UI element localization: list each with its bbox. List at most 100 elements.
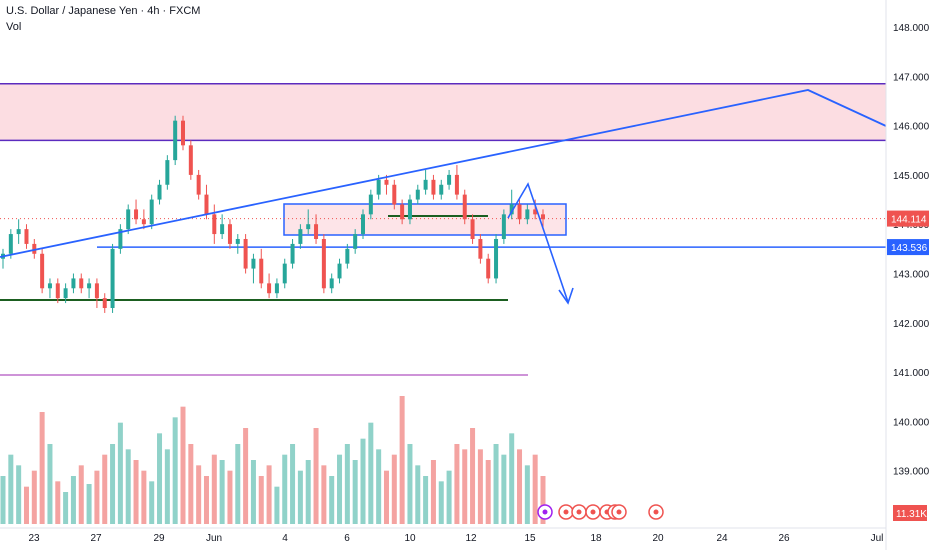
candle-body xyxy=(345,248,350,264)
volume-bar xyxy=(415,465,421,524)
volume-bar xyxy=(180,406,186,524)
candle-body xyxy=(235,238,240,244)
volume-bar xyxy=(376,449,382,524)
volume-bar xyxy=(493,444,499,524)
x-tick-label: 6 xyxy=(344,533,350,544)
y-tick-label: 141.000 xyxy=(893,368,930,379)
candle-body xyxy=(149,199,154,225)
candle-body xyxy=(337,263,342,279)
volume-bar xyxy=(23,486,29,524)
candle-body xyxy=(8,234,13,254)
volume-bar xyxy=(274,486,280,524)
candle-body xyxy=(494,238,499,279)
candle-body xyxy=(290,243,295,264)
volume-bar xyxy=(305,460,311,524)
candle-body xyxy=(431,179,436,195)
volume-bar xyxy=(110,444,116,524)
y-tick-label: 140.000 xyxy=(893,417,930,428)
candle-body xyxy=(63,288,68,299)
candle-body xyxy=(400,204,405,220)
resistance-zone xyxy=(0,83,886,141)
candle-body xyxy=(196,174,201,195)
x-tick-label: 10 xyxy=(404,533,416,544)
x-tick-label: Jul xyxy=(871,533,884,544)
candle-body xyxy=(94,283,99,299)
event-icon-dot xyxy=(616,509,622,515)
candle-body xyxy=(259,258,264,284)
candle-body xyxy=(141,219,146,225)
volume-bar xyxy=(532,454,538,524)
candle-body xyxy=(439,184,444,195)
x-tick-label: 20 xyxy=(652,533,664,544)
candle-body xyxy=(32,243,37,254)
x-tick-label: 26 xyxy=(778,533,790,544)
x-tick-label: 18 xyxy=(590,533,602,544)
x-tick-label: 15 xyxy=(524,533,536,544)
volume-bar xyxy=(157,433,163,524)
volume-bar xyxy=(297,470,303,524)
candle-body xyxy=(470,219,475,239)
candle-body xyxy=(251,258,256,269)
volume-bar xyxy=(133,460,139,524)
volume-bar xyxy=(8,454,14,524)
candle-body xyxy=(188,145,193,175)
candle-body xyxy=(384,179,389,185)
x-tick-label: 27 xyxy=(90,533,102,544)
candle-body xyxy=(415,189,420,200)
level-price-badge xyxy=(887,239,929,256)
candle-body xyxy=(40,253,45,289)
candle-body xyxy=(157,184,162,200)
candle-body xyxy=(79,278,84,289)
candle-body xyxy=(243,238,248,269)
volume-bar xyxy=(55,481,61,524)
candle-body xyxy=(110,248,115,309)
level-price-value: 143.536 xyxy=(891,243,928,254)
candle-body xyxy=(173,120,178,161)
candle-body xyxy=(181,120,185,146)
volume-bar xyxy=(470,428,476,524)
candle-body xyxy=(306,224,311,230)
candle-body xyxy=(47,283,52,289)
candle-body xyxy=(407,199,412,220)
x-tick-label: 24 xyxy=(716,533,728,544)
candle-body xyxy=(220,224,225,235)
last-price-value: 144.114 xyxy=(891,215,927,226)
candle-body xyxy=(423,179,428,190)
x-tick-label: Jun xyxy=(206,533,222,544)
volume-bar xyxy=(337,454,343,524)
volume-bar xyxy=(63,492,69,524)
candle-body xyxy=(525,209,530,220)
volume-bar xyxy=(407,444,413,524)
volume-bar xyxy=(454,444,460,524)
volume-bar xyxy=(313,428,319,524)
candle-body xyxy=(314,224,319,239)
volume-bar xyxy=(0,476,6,524)
candle-body xyxy=(353,234,358,249)
volume-bar xyxy=(329,476,335,524)
candle-body xyxy=(376,179,381,195)
consolidation-box xyxy=(283,203,567,236)
candle-body xyxy=(87,283,92,289)
y-tick-label: 139.000 xyxy=(893,467,930,478)
volume-bar xyxy=(94,470,100,524)
candle-body xyxy=(517,204,522,220)
volume-bar xyxy=(540,476,546,524)
candle-body xyxy=(509,204,514,215)
candle-body xyxy=(16,229,21,235)
volume-bar xyxy=(39,412,45,524)
rising-trendline xyxy=(0,89,887,258)
candle-body xyxy=(212,214,217,235)
candle-body xyxy=(321,238,326,289)
volume-bar xyxy=(227,470,233,524)
last-price-badge xyxy=(887,210,929,227)
volume-bar xyxy=(203,476,209,524)
x-tick-label: 12 xyxy=(465,533,477,544)
chart-title: U.S. Dollar / Japanese Yen · 4h · FXCM xyxy=(6,5,201,17)
volume-bar xyxy=(524,465,530,524)
volume-bar xyxy=(509,433,515,524)
volume-bar xyxy=(250,460,256,524)
candle-body xyxy=(501,214,506,239)
y-tick-label: 145.000 xyxy=(893,171,930,182)
volume-bar xyxy=(188,444,194,524)
